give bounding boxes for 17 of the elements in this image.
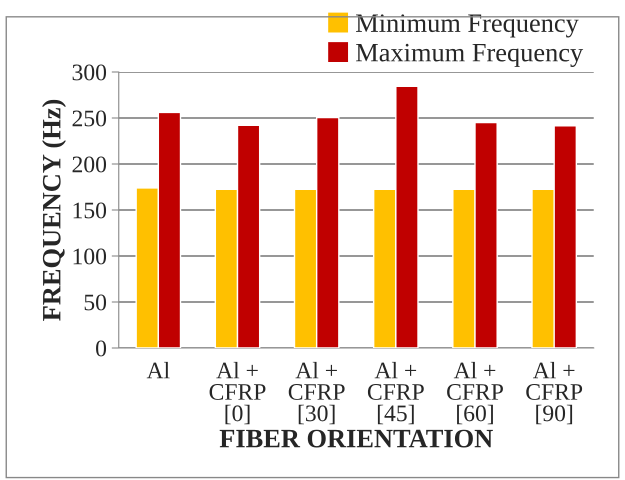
y-tick-label: 250 <box>72 110 106 126</box>
x-tick-label: Al <box>146 362 170 378</box>
y-tick-label: 0 <box>96 340 106 356</box>
y-tick-label: 50 <box>84 294 106 310</box>
x-tick-label: Al + CFRP [60] <box>447 362 503 424</box>
legend-label: Maximum Frequency <box>356 44 584 67</box>
x-tick-label: Al + CFRP [0] <box>210 362 266 424</box>
x-tick-label: Al + CFRP [45] <box>368 362 424 424</box>
y-tick-label: 200 <box>72 156 106 172</box>
x-tick-label: Al + CFRP [30] <box>288 362 345 424</box>
y-tick-label: 300 <box>72 64 106 80</box>
y-tick-label: 150 <box>74 202 106 218</box>
y-tick-label: 100 <box>74 248 106 264</box>
x-axis-title: FIBER ORIENTATION <box>220 430 493 448</box>
y-axis-title: FREQUENCY (Hz) <box>42 100 66 321</box>
legend-label: Minimum Frequency <box>356 14 579 38</box>
x-tick-label: Al + CFRP [90] <box>526 362 582 424</box>
